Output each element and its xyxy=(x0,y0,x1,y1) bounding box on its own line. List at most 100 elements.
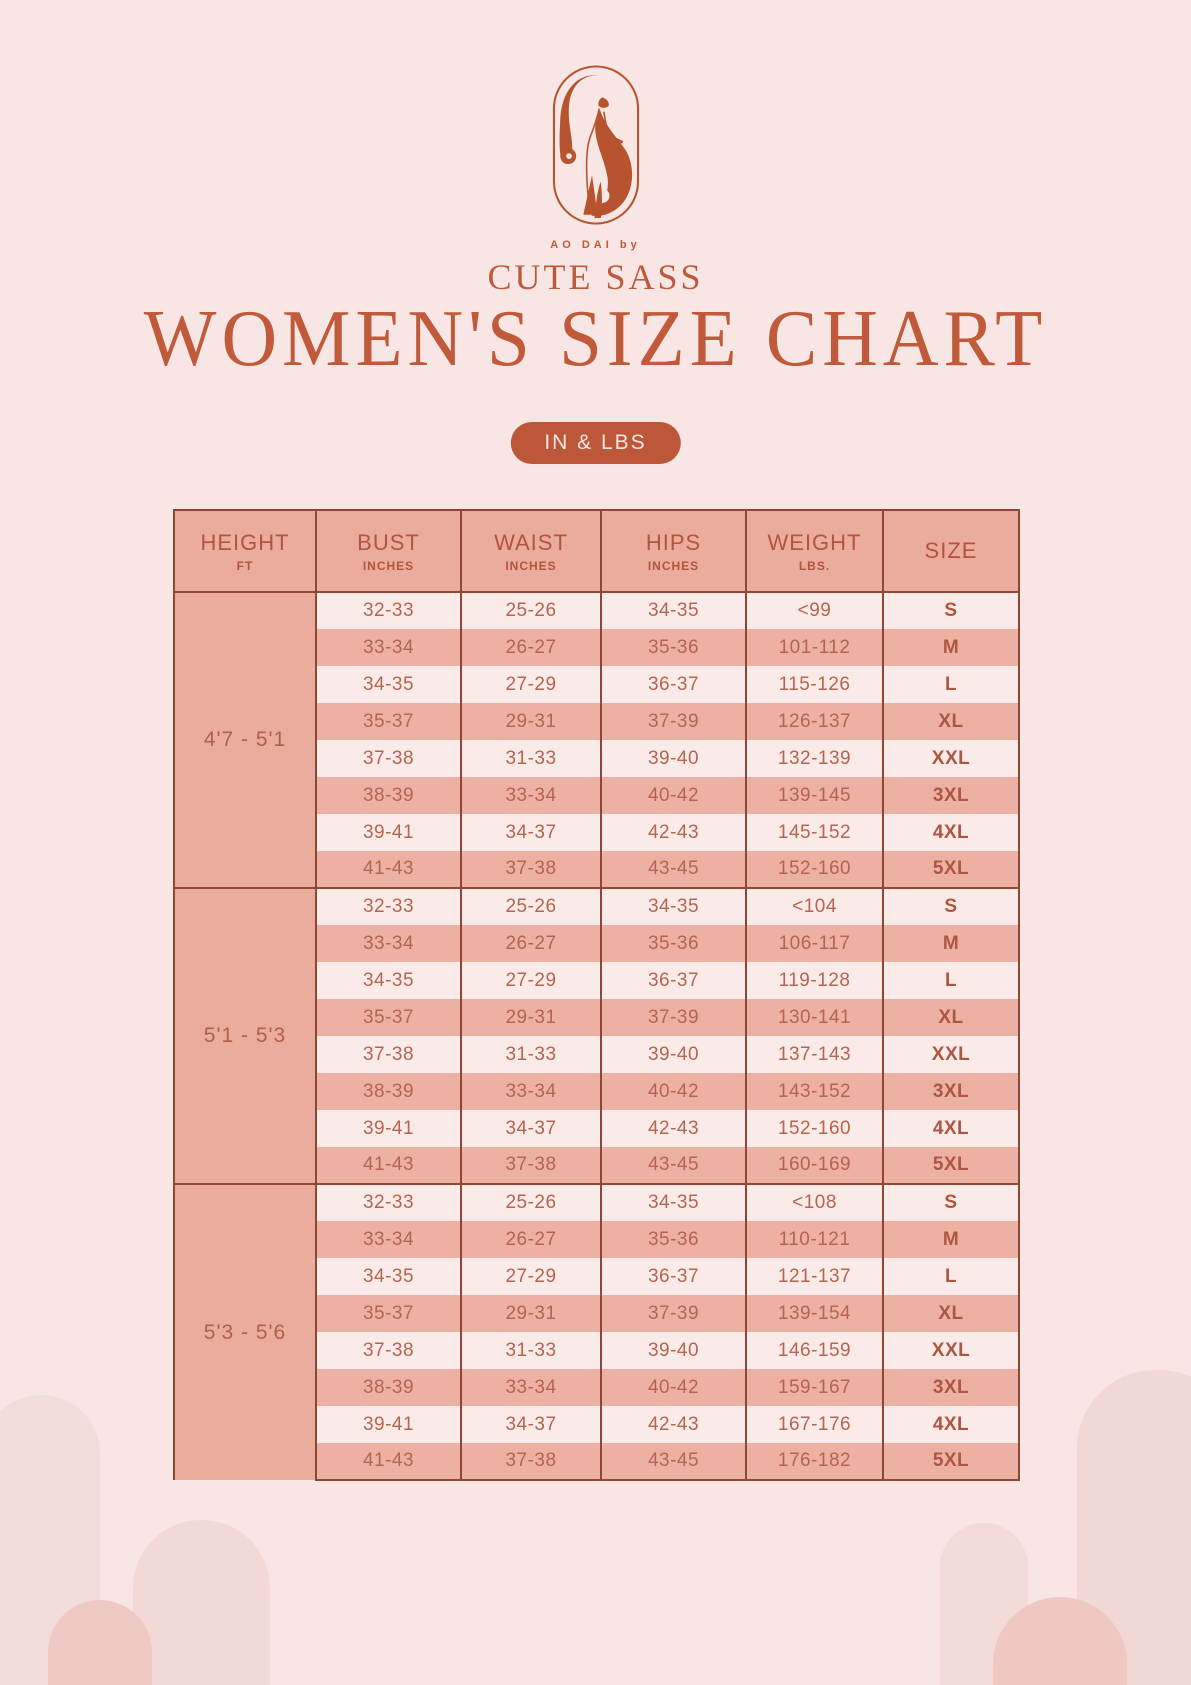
table-row: 33-34 26-27 35-36 101-112 M xyxy=(174,629,1020,666)
bust-cell: 39-41 xyxy=(315,1406,462,1443)
table-row: 33-34 26-27 35-36 110-121 M xyxy=(174,1221,1020,1258)
header-bust-sublabel: INCHES xyxy=(362,558,415,573)
hips-cell: 42-43 xyxy=(600,1110,747,1147)
size-cell: L xyxy=(882,1258,1020,1295)
hips-cell: 36-37 xyxy=(600,666,747,703)
waist-cell: 29-31 xyxy=(460,703,602,740)
weight-cell: 130-141 xyxy=(745,999,884,1036)
brand-prefix: AO DAI by xyxy=(550,239,641,251)
header-bust-label: BUST xyxy=(357,529,420,555)
bust-cell: 38-39 xyxy=(315,1073,462,1110)
table-row: 4'7 - 5'1 32-33 25-26 34-35 <99 S xyxy=(173,591,1020,888)
waist-cell: 25-26 xyxy=(460,1183,602,1221)
header-weight-sublabel: LBS. xyxy=(798,558,831,573)
header-size-label: SIZE xyxy=(924,538,978,563)
header-hips-label: HIPS xyxy=(645,529,702,555)
table-row: 37-38 31-33 39-40 137-143 XXL xyxy=(174,1036,1020,1073)
waist-cell: 29-31 xyxy=(460,999,602,1036)
size-cell: XXL xyxy=(882,1332,1020,1369)
table-row: 37-38 31-33 39-40 146-159 XXL xyxy=(174,1332,1020,1369)
header-hips-sublabel: INCHES xyxy=(647,558,700,573)
waist-cell: 29-31 xyxy=(460,1295,602,1332)
bust-cell: 33-34 xyxy=(315,1221,462,1258)
weight-cell: 145-152 xyxy=(745,814,884,851)
header-size: SIZE xyxy=(882,509,1020,593)
table-row: 39-41 34-37 42-43 167-176 4XL xyxy=(174,1406,1020,1443)
size-cell: 5XL xyxy=(882,1147,1020,1184)
weight-cell: 167-176 xyxy=(745,1406,884,1443)
weight-cell: 126-137 xyxy=(745,703,884,740)
page-title: WOMEN'S SIZE CHART xyxy=(143,293,1048,383)
size-cell: 4XL xyxy=(882,1110,1020,1147)
size-cell: 4XL xyxy=(882,814,1020,851)
table-row: 35-37 29-31 37-39 130-141 XL xyxy=(174,999,1020,1036)
size-cell: M xyxy=(882,925,1020,962)
table-row: 5'1 - 5'3 32-33 25-26 34-35 <104 S xyxy=(173,887,1020,1184)
weight-cell: 121-137 xyxy=(745,1258,884,1295)
waist-cell: 27-29 xyxy=(460,666,602,703)
header-hips: HIPS INCHES xyxy=(600,509,747,593)
hips-cell: 40-42 xyxy=(600,777,747,814)
hips-cell: 40-42 xyxy=(600,1073,747,1110)
weight-cell: 152-160 xyxy=(745,1110,884,1147)
table-row: 34-35 27-29 36-37 119-128 L xyxy=(174,962,1020,999)
bust-cell: 41-43 xyxy=(315,1147,462,1184)
bust-cell: 34-35 xyxy=(315,962,462,999)
header-height-sublabel: FT xyxy=(236,558,254,573)
table-row: 34-35 27-29 36-37 121-137 L xyxy=(174,1258,1020,1295)
header-waist-label: WAIST xyxy=(494,529,568,555)
weight-cell: <104 xyxy=(745,887,884,925)
decor-arch-left-mid xyxy=(133,1520,270,1685)
table-header: HEIGHT FT BUST INCHES WAIST INCHES HIPS … xyxy=(173,509,1020,593)
height-group-cell: 5'1 - 5'3 xyxy=(173,887,317,1184)
size-cell: S xyxy=(882,1183,1020,1221)
table-row: 41-43 37-38 43-45 152-160 5XL xyxy=(174,851,1020,888)
hips-cell: 43-45 xyxy=(600,1443,747,1481)
weight-cell: 137-143 xyxy=(745,1036,884,1073)
decor-arch-left-small xyxy=(48,1600,152,1685)
hips-cell: 35-36 xyxy=(600,629,747,666)
weight-cell: 159-167 xyxy=(745,1369,884,1406)
bust-cell: 35-37 xyxy=(315,703,462,740)
waist-cell: 37-38 xyxy=(460,1443,602,1481)
waist-cell: 33-34 xyxy=(460,1073,602,1110)
table-row: 5'3 - 5'6 32-33 25-26 34-35 <108 S xyxy=(173,1183,1020,1480)
size-cell: XXL xyxy=(882,1036,1020,1073)
bust-cell: 37-38 xyxy=(315,1036,462,1073)
weight-cell: 146-159 xyxy=(745,1332,884,1369)
waist-cell: 34-37 xyxy=(460,1406,602,1443)
waist-cell: 27-29 xyxy=(460,1258,602,1295)
hips-cell: 37-39 xyxy=(600,1295,747,1332)
size-cell: 5XL xyxy=(882,851,1020,888)
weight-cell: 160-169 xyxy=(745,1147,884,1184)
brand-block: AO DAI by CUTE SASS xyxy=(0,62,1191,298)
size-cell: XL xyxy=(882,703,1020,740)
weight-cell: 101-112 xyxy=(745,629,884,666)
hips-cell: 36-37 xyxy=(600,962,747,999)
size-cell: 3XL xyxy=(882,1369,1020,1406)
table-body: 4'7 - 5'1 32-33 25-26 34-35 <99 S 33-34 26-27 35… xyxy=(173,591,1020,1481)
waist-cell: 31-33 xyxy=(460,740,602,777)
table-row: 41-43 37-38 43-45 176-182 5XL xyxy=(174,1443,1020,1481)
size-cell: XL xyxy=(882,1295,1020,1332)
hips-cell: 37-39 xyxy=(600,999,747,1036)
weight-cell: 110-121 xyxy=(745,1221,884,1258)
size-cell: S xyxy=(882,591,1020,629)
bust-cell: 41-43 xyxy=(315,851,462,888)
waist-cell: 25-26 xyxy=(460,591,602,629)
header-bust: BUST INCHES xyxy=(315,509,462,593)
height-group-cell: 4'7 - 5'1 xyxy=(173,591,317,888)
table-row: 37-38 31-33 39-40 132-139 XXL xyxy=(174,740,1020,777)
weight-cell: 115-126 xyxy=(745,666,884,703)
waist-cell: 26-27 xyxy=(460,629,602,666)
size-cell: XL xyxy=(882,999,1020,1036)
header-weight-label: WEIGHT xyxy=(767,529,862,555)
size-cell: 3XL xyxy=(882,1073,1020,1110)
weight-cell: 139-154 xyxy=(745,1295,884,1332)
header-height-label: HEIGHT xyxy=(200,529,290,555)
hips-cell: 42-43 xyxy=(600,814,747,851)
bust-cell: 37-38 xyxy=(315,740,462,777)
waist-cell: 37-38 xyxy=(460,1147,602,1184)
size-cell: L xyxy=(882,666,1020,703)
ao-dai-woman-logo-icon xyxy=(552,65,639,225)
